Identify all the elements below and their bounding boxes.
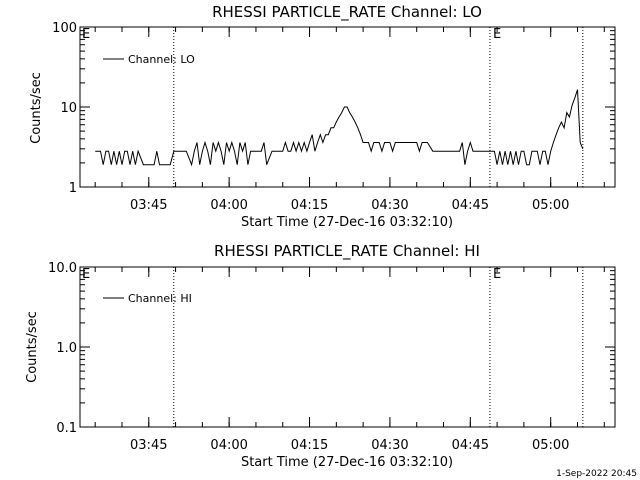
x-tick-label: 04:30 [371, 198, 408, 213]
x-tick-label: 04:00 [210, 438, 247, 453]
series-line-lo [95, 89, 584, 167]
y-tick-label: 100 [52, 21, 77, 36]
marker-label-hi: E [493, 267, 501, 282]
legend-lo: Channel: LO [103, 53, 195, 66]
generation-timestamp: 1-Sep-2022 20:45 [556, 469, 637, 479]
x-axis-hi: 03:45 04:00 04:15 04:30 04:45 05:00 [94, 267, 605, 453]
x-tick-label: 03:45 [130, 438, 167, 453]
y-axis-label-hi: Counts/sec [25, 311, 40, 383]
y-axis-lo: 1 10 100 [52, 21, 615, 196]
x-axis-lo: 03:45 04:00 04:15 04:30 04:45 05:00 [94, 27, 605, 213]
y-tick-label: 10 [60, 101, 77, 116]
x-axis-label-lo: Start Time (27-Dec-16 03:32:10) [241, 215, 453, 230]
panel-hi: RHESSI PARTICLE_RATE Channel: HI 0.1 1.0 1… [25, 242, 616, 470]
x-tick-label: 04:45 [452, 198, 489, 213]
y-tick-label: 1.0 [56, 341, 77, 356]
y-tick-label: 10.0 [48, 261, 77, 276]
legend-hi: Channel: HI [103, 292, 192, 305]
x-tick-label: 04:15 [291, 438, 328, 453]
x-tick-label: 04:15 [291, 198, 328, 213]
panel-lo: RHESSI PARTICLE_RATE Channel: LO 110100 … [29, 3, 616, 230]
y-tick-label: 1 [69, 181, 77, 196]
legend-label-lo: Channel: LO [128, 53, 195, 66]
x-tick-label: 05:00 [532, 438, 569, 453]
x-tick-label: 04:45 [452, 438, 489, 453]
y-axis-hi: 0.1 1.0 10.0 [48, 261, 615, 436]
plot-frame-hi [79, 266, 616, 428]
x-axis-label-hi: Start Time (27-Dec-16 03:32:10) [241, 455, 453, 470]
event-markers-hi [173, 267, 584, 427]
legend-label-hi: Channel: HI [128, 292, 192, 305]
corner-label-hi: E [82, 267, 90, 282]
x-tick-label: 05:00 [532, 198, 569, 213]
x-tick-label: 04:30 [371, 438, 408, 453]
chart-title-hi: RHESSI PARTICLE_RATE Channel: HI [214, 242, 480, 261]
x-tick-label: 03:45 [130, 198, 167, 213]
x-tick-label: 04:00 [210, 198, 247, 213]
y-tick-label: 0.1 [56, 421, 77, 436]
y-axis-label-lo: Counts/sec [29, 72, 44, 144]
marker-label-lo: E [493, 27, 501, 42]
chart-title-lo: RHESSI PARTICLE_RATE Channel: LO [212, 3, 482, 22]
corner-label-lo: E [82, 27, 90, 42]
event-markers-lo [173, 27, 584, 187]
